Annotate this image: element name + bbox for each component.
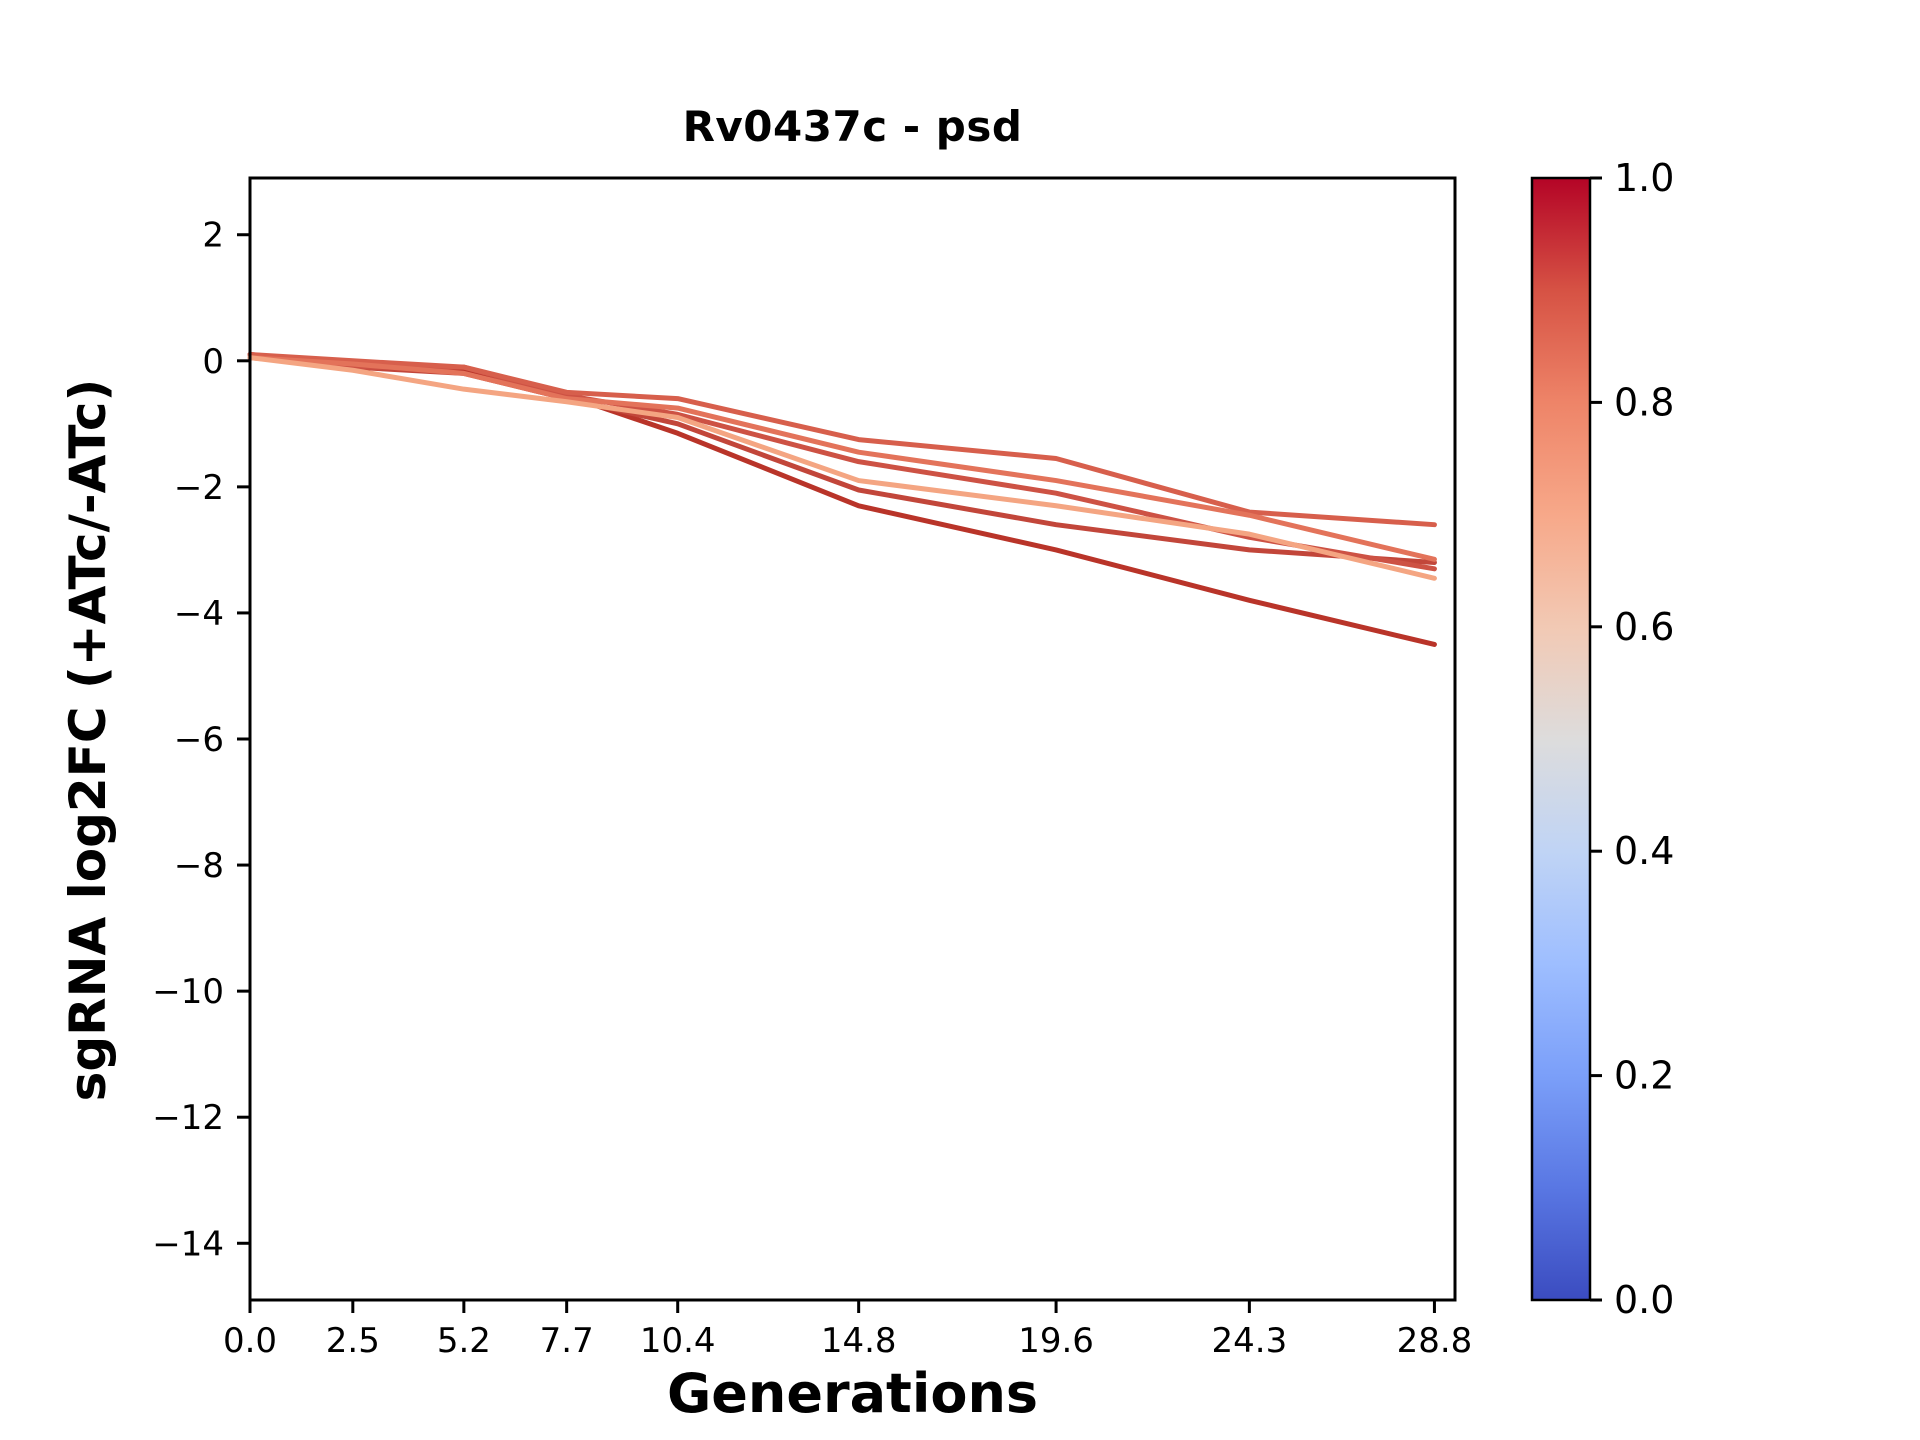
line-sgRNA-1 [247,351,1437,647]
colorbar-tick-label: 1.0 [1614,156,1674,200]
line-sgRNA-5 [247,355,1437,562]
y-tick-label: −10 [152,972,224,1012]
x-tick-label: 5.2 [437,1321,491,1361]
x-tick-label: 2.5 [326,1321,380,1361]
x-axis-label: Generations [666,1362,1039,1425]
colorbar-tick-label: 0.0 [1614,1278,1674,1322]
y-tick-label: −8 [174,846,224,886]
x-tick-label: 28.8 [1397,1321,1473,1361]
y-tick-label: −12 [152,1098,224,1138]
plot-border [248,176,1457,1302]
x-tick-label: 19.6 [1018,1321,1094,1361]
y-tick-label: 2 [202,216,224,256]
colorbar-tick-label: 0.8 [1614,380,1674,424]
x-tick-label: 24.3 [1212,1321,1288,1361]
x-tick-label: 14.8 [821,1321,897,1361]
chart-title: Rv0437c - psd [682,102,1023,151]
x-tick-label: 7.7 [540,1321,594,1361]
line-sgRNA-2 [247,355,1437,566]
x-tick-label: 0.0 [223,1321,277,1361]
colorbar-tick-label: 0.2 [1614,1054,1674,1098]
series-lines [247,351,1437,647]
colorbar-ticks: 0.0 0.2 0.4 0.6 0.8 1.0 [1590,156,1674,1322]
line-sgRNA-4 [247,351,1437,528]
x-tick-label: 10.4 [640,1321,716,1361]
y-tick-label: 0 [202,342,224,382]
colorbar-tick-label: 0.6 [1614,605,1674,649]
colorbar-tick-label: 0.4 [1614,829,1674,873]
y-axis-label: sgRNA log2FC (+ATc/-ATc) [59,378,117,1102]
line-sgRNA-6 [247,355,1437,581]
y-tick-label: −14 [152,1224,224,1264]
y-tick-label: −4 [174,594,224,634]
axis-ticks: 0.0 2.5 5.2 7.7 10.4 14.8 19.6 24.3 28.8 2 0 −2 −4 −6… [152,216,1472,1361]
y-tick-label: −6 [174,720,224,760]
colorbar [1530,176,1592,1302]
y-tick-label: −2 [174,468,224,508]
